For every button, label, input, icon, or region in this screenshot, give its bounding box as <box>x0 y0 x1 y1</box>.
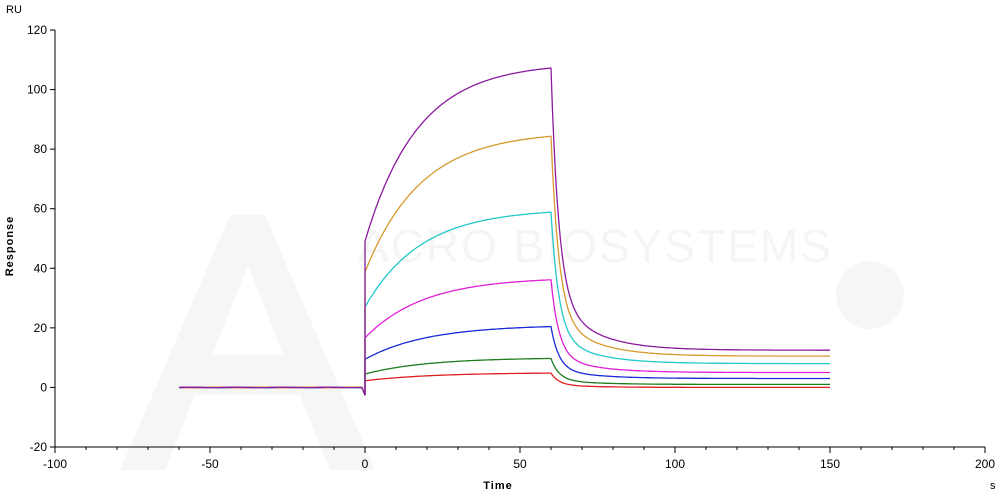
x-axis-title: Time <box>483 480 512 492</box>
x-tick-label: -100 <box>43 457 67 471</box>
x-tick-label: 100 <box>665 457 685 471</box>
x-tick-label: 150 <box>820 457 840 471</box>
watermark-logo: ACRO BIOSYSTEMS <box>120 215 904 470</box>
y-tick-label: 100 <box>27 83 47 97</box>
x-tick-label: 50 <box>513 457 527 471</box>
watermark-text: ACRO BIOSYSTEMS <box>358 220 833 272</box>
series-line <box>178 67 830 396</box>
watermark-letter-a <box>120 215 375 470</box>
y-axis-title: Response <box>4 216 16 277</box>
y-tick-label: 80 <box>34 142 48 156</box>
x-tick-label: -50 <box>201 457 219 471</box>
y-tick-label: -20 <box>30 440 48 454</box>
x-tick-label: 0 <box>362 457 369 471</box>
y-tick-label: 20 <box>34 321 48 335</box>
axes: -20 0 20 40 60 80 100 120 -100 -50 0 50 100 150 200 <box>27 23 995 471</box>
y-tick-label: 40 <box>34 261 48 275</box>
watermark-dot <box>836 261 904 329</box>
y-unit-label: RU <box>6 4 22 16</box>
x-unit-label: s <box>990 480 996 492</box>
y-tick-label: 120 <box>27 23 47 37</box>
series-layer <box>178 67 830 396</box>
y-tick-label: 60 <box>34 202 48 216</box>
y-tick-label: 0 <box>40 380 47 394</box>
x-tick-label: 200 <box>975 457 995 471</box>
